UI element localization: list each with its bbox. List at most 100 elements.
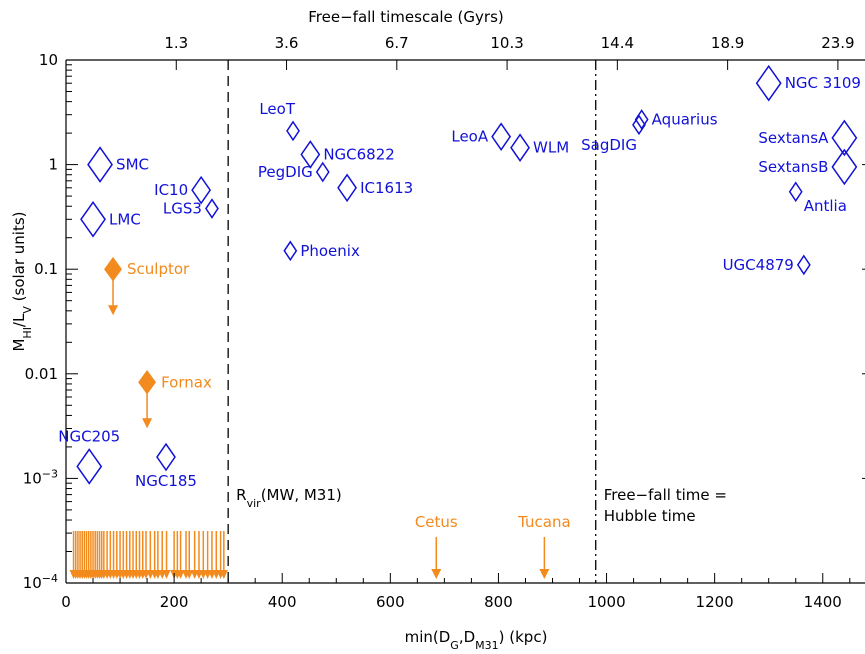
x-tick-label: 400: [268, 593, 297, 611]
top-tick-label: 3.6: [275, 34, 299, 52]
y-tick-label-base: 10: [23, 574, 42, 592]
hubble-time-label: Free−fall time =: [604, 486, 727, 504]
x-axis-title: min(DG,DM31) (kpc): [405, 628, 548, 652]
floor-limit-arrow-head: [219, 570, 228, 579]
galaxy-label-aquarius: Aquarius: [652, 110, 718, 128]
x-tick-label: 1400: [804, 593, 842, 611]
upper-limit-point-fornax: [138, 369, 157, 395]
floor-limit-arrow: [176, 531, 185, 579]
galaxy-label-phoenix: Phoenix: [300, 242, 360, 260]
chart-marks: [69, 64, 858, 579]
galaxy-label-smc: SMC: [116, 156, 149, 174]
x-tick-label: 1200: [696, 593, 734, 611]
galaxy-point-sagdig: [632, 114, 646, 136]
upper-limit-arrow-fornax-head: [142, 418, 153, 429]
galaxy-point-smc: [87, 146, 113, 183]
galaxy-label-ic1613: IC1613: [360, 179, 413, 197]
x-tick-label: 1000: [587, 593, 625, 611]
galaxy-point-wlm: [510, 133, 530, 163]
galaxy-point-ngc6822: [300, 140, 321, 169]
virial-radius-label-sub: vir: [247, 497, 262, 510]
galaxy-label-lgs3: LGS3: [163, 200, 202, 218]
galaxy-point-ngc205: [76, 448, 103, 485]
galaxy-label-ugc4879: UGC4879: [723, 256, 794, 274]
galaxy-point-ic10: [191, 175, 212, 205]
y-axis-title-part: M: [10, 339, 28, 352]
y-tick-label: 10−4: [23, 572, 58, 593]
x-axis-title-part: ) (kpc): [499, 628, 548, 646]
y-axis-title-part: (solar units): [10, 211, 28, 306]
y-tick-label: 0.01: [25, 365, 58, 383]
galaxy-point-ngc185: [156, 442, 176, 472]
galaxy-point-leot: [286, 120, 300, 142]
y-tick-label-base: 10: [23, 469, 42, 487]
x-axis-title-part: G: [450, 639, 459, 652]
top-tick-label: 10.3: [490, 34, 523, 52]
top-tick-label: 18.9: [711, 34, 744, 52]
galaxy-label-pegdig: PegDIG: [258, 163, 313, 181]
floor-limit-arrow: [162, 531, 171, 579]
upper-limit-point-sculptor: [104, 256, 122, 282]
y-axis-title: MHI/LV (solar units): [10, 211, 34, 351]
floor-limit-arrow-cetus: [431, 537, 442, 579]
galaxy-label-sextansb: SextansB: [758, 158, 828, 176]
galaxy-point-sextansb: [831, 148, 858, 186]
hubble-time-label: Hubble time: [604, 507, 696, 525]
galaxy-label-antlia: Antlia: [804, 197, 847, 215]
upper-limit-arrow-sculptor: [108, 280, 119, 316]
axes: [65, 59, 865, 584]
top-tick-label: 6.7: [385, 34, 409, 52]
galaxy-point-leoa: [491, 122, 512, 151]
floor-limit-arrow-cetus-head: [431, 569, 442, 579]
top-tick-label: 14.4: [601, 34, 634, 52]
galaxy-point-lmc: [80, 200, 106, 238]
x-tick-label: 800: [484, 593, 513, 611]
top-tick-label: 1.3: [164, 34, 188, 52]
galaxy-label-leot: LeoT: [259, 100, 295, 118]
y-tick-label: 10: [39, 51, 58, 69]
x-tick-label: 0: [61, 593, 71, 611]
galaxy-point-pegdig: [315, 161, 330, 183]
galaxy-label-ngc6822: NGC6822: [323, 145, 395, 163]
chart-labels: 0 200 400 600 800 1000 1200 1400 1.3 3.6 6.7 10.3 14…: [10, 8, 861, 652]
galaxy-label-wlm: WLM: [533, 139, 569, 157]
galaxy-label-lmc: LMC: [109, 210, 141, 228]
y-axis-title-part: /L: [10, 313, 28, 327]
y-tick-label: 10−3: [23, 467, 58, 488]
y-tick-label: 0.1: [34, 260, 58, 278]
galaxy-point-ugc4879: [796, 254, 811, 276]
floor-limit-arrow-tucana-head: [539, 569, 550, 579]
virial-radius-label-main: R: [236, 486, 246, 504]
upper-limit-label-fornax: Fornax: [161, 373, 212, 391]
galaxy-label-sextansa: SextansA: [758, 129, 829, 147]
x-axis-title-part: ,D: [459, 628, 475, 646]
floor-limit-label-tucana: Tucana: [517, 513, 571, 531]
galaxy-point-antlia: [788, 181, 803, 203]
y-tick-label-exponent: −4: [42, 572, 58, 585]
y-axis-title-part: HI: [21, 327, 34, 339]
reference-lines: [227, 60, 597, 583]
galaxy-point-sextansa: [831, 119, 858, 157]
x-axis-title-part: min(D: [405, 628, 451, 646]
floor-limit-arrow-head: [176, 570, 185, 579]
galaxy-label-leoa: LeoA: [451, 128, 488, 146]
galaxy-point-phoenix: [283, 240, 298, 262]
galaxy-label-ngc205: NGC205: [58, 427, 120, 445]
upper-limit-label-sculptor: Sculptor: [127, 260, 190, 278]
galaxy-label-ic10: IC10: [154, 181, 188, 199]
virial-radius-label-rest: (MW, M31): [261, 486, 342, 504]
galaxy-point-lgs3: [205, 198, 219, 219]
y-tick-label: 1: [48, 156, 58, 174]
floor-limit-arrow: [185, 531, 194, 579]
galaxy-label-ngc185: NGC185: [135, 472, 197, 490]
y-axis-title-part: V: [21, 306, 34, 314]
galaxy-point-ic1613: [337, 173, 357, 203]
upper-limit-arrow-sculptor-head: [108, 305, 119, 316]
galaxy-point-ngc-3109: [755, 64, 782, 102]
floor-limit-arrow-head: [162, 570, 171, 579]
x-tick-label: 200: [160, 593, 189, 611]
x-axis-title-part: M31: [475, 639, 499, 652]
y-tick-label-exponent: −3: [42, 467, 58, 480]
x-tick-label: 600: [376, 593, 405, 611]
